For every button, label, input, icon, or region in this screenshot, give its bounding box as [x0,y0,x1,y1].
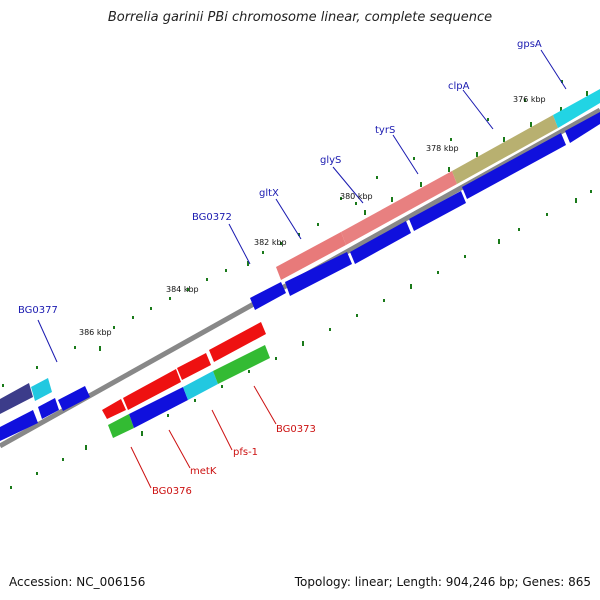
accession-text: Accession: NC_006156 [9,575,146,589]
gene-label-pfs1[interactable]: pfs-1 [233,447,258,458]
gene-bg0376-green [108,414,134,438]
gene-gpsa-block [553,89,600,128]
gene-label-clpa[interactable]: clpA [448,81,470,92]
red-arrow [123,369,181,410]
cds-arrow [350,221,411,264]
cds-arrow [58,386,90,411]
cds-arrow [409,191,466,231]
scale-labels: 376 kbp 378 kbp 380 kbp 382 kbp 384 kbp … [79,95,546,337]
gene-block-cyan [31,378,52,401]
gene-label-gpsa[interactable]: gpsA [517,39,542,50]
gene-block-dark [0,383,33,414]
gene-label-bg0373[interactable]: BG0373 [276,424,316,435]
cds-arrow [565,112,600,143]
gene-label-glys[interactable]: glyS [320,155,341,166]
gene-label-metk[interactable]: metK [190,466,217,477]
gene-pfs1-cyan [183,371,218,400]
feature-row-reverse-red [102,322,266,419]
cds-row-forward [250,112,600,310]
gene-gltx-block [276,232,346,280]
scale-label: 382 kbp [254,238,287,247]
scale-label: 380 kbp [340,192,373,201]
scale-label: 386 kbp [79,328,112,337]
gene-label-tyrs[interactable]: tyrS [375,125,395,136]
gene-label-bg0377[interactable]: BG0377 [18,305,58,316]
summary-text: Topology: linear; Length: 904,246 bp; Ge… [294,575,591,589]
gene-clpa-block [452,115,558,184]
red-arrow [102,399,126,419]
scale-label: 378 kbp [426,144,459,153]
scale-label: 384 kbp [166,285,199,294]
gene-label-bg0372[interactable]: BG0372 [192,212,232,223]
gene-labels-top: gpsA clpA tyrS glyS gltX BG0372 BG0377 [18,39,542,316]
cds-arrow [38,398,59,419]
gene-label-bg0376[interactable]: BG0376 [152,486,192,497]
gene-metk-blue [129,387,188,428]
cds-arrow [285,252,352,296]
tick-row-inner [10,190,592,489]
gene-glys-tyrs-block [341,171,457,245]
map-title: Borrelia garinii PBi chromosome linear, … [107,10,493,25]
gene-bg0373-green [213,345,270,384]
label-connectors-bottom [130,385,277,489]
scale-label: 376 kbp [513,95,546,104]
cds-arrow [0,410,38,441]
left-feature-cluster [0,378,90,441]
cds-arrow [250,282,286,310]
label-connectors-top [37,49,567,363]
tick-row-outer [2,80,588,387]
feature-row-reverse-mixed [108,345,270,438]
gene-label-gltx[interactable]: gltX [259,188,279,199]
gene-labels-bottom: BG0373 pfs-1 metK BG0376 [152,424,316,497]
red-arrow [209,322,266,362]
cds-arrow [462,133,566,199]
feature-row-top [276,89,600,280]
red-arrow [177,353,211,380]
